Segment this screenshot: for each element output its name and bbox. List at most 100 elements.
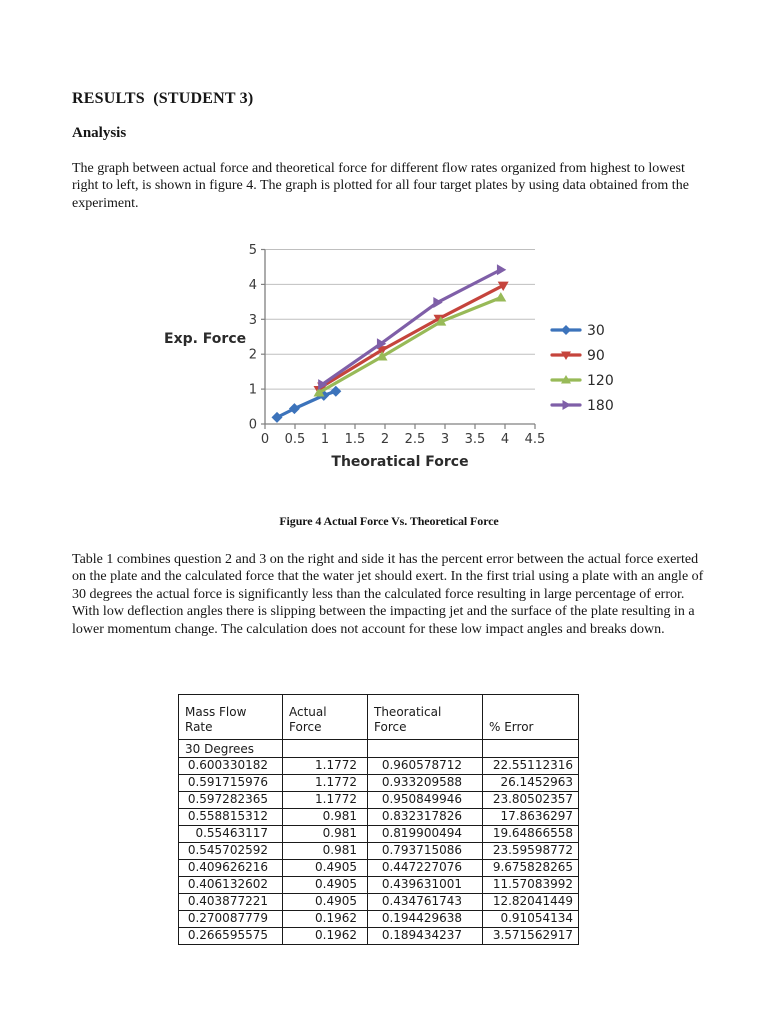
table-cell: 0.4905: [282, 859, 368, 877]
series-120: [313, 292, 507, 397]
table-cell: 0.960578712: [367, 757, 483, 775]
y-tick-label: 5: [249, 243, 257, 258]
table-row: 0.55463117 0.981 0.819900494 19.64866558: [178, 825, 579, 843]
table-cell: 0.406132602: [178, 876, 283, 894]
x-tick-label: 1.5: [345, 432, 366, 447]
empty-cell: [482, 739, 579, 758]
table-row: 0.597282365 1.1772 0.950849946 23.80502357: [178, 791, 579, 809]
table-cell: 0.91054134: [482, 910, 579, 928]
results-table: Mass Flow Rate Actual Force Theoratical Fo…: [178, 694, 579, 945]
group-label-cell: 30 Degrees: [178, 739, 283, 758]
series-180-marker: [376, 338, 387, 350]
x-tick-label: 4.5: [525, 432, 546, 447]
series-180-line: [320, 268, 503, 387]
series-30-marker: [288, 403, 300, 415]
table-cell: 0.1962: [282, 910, 368, 928]
table-cell: 0.189434237: [367, 927, 483, 945]
analysis-heading: Analysis: [72, 125, 127, 141]
y-tick-label: 0: [249, 418, 257, 433]
table-cell: 0.600330182: [178, 757, 283, 775]
legend-marker: [561, 325, 571, 335]
discussion-paragraph: Table 1 combines question 2 and 3 on the…: [72, 552, 704, 637]
table-cell: 0.981: [282, 808, 368, 826]
figure4-chart-svg: 0 1 2 3 4 5 0 0.5 1 1.5 2 2.5 3 3.5 4 4.5 Exp. Force Theo…: [164, 243, 614, 470]
table-cell: 9.675828265: [482, 859, 579, 877]
column-header: Theoratical Force: [367, 694, 483, 740]
table-row: 0.266595575 0.1962 0.189434237 3.571562917: [178, 927, 579, 945]
series-30: [271, 385, 342, 423]
table-cell: 11.57083992: [482, 876, 579, 894]
table-cell: 0.447227076: [367, 859, 483, 877]
legend-item-90: 90: [550, 348, 605, 364]
y-axis-title: Exp. Force: [164, 331, 246, 347]
table-cell: 0.266595575: [178, 927, 283, 945]
table-cell: 0.981: [282, 842, 368, 860]
table-row: 0.406132602 0.4905 0.439631001 11.57083992: [178, 876, 579, 894]
legend-label: 180: [587, 398, 614, 414]
table-cell: 0.981: [282, 825, 368, 843]
legend-marker: [562, 400, 571, 410]
table-cell: 23.59598772: [482, 842, 579, 860]
x-tick-label: 0.5: [285, 432, 306, 447]
x-tick-label: 4: [501, 432, 509, 447]
table-cell: 0.933209588: [367, 774, 483, 792]
y-tick-label: 3: [249, 313, 257, 328]
y-tick-label: 1: [249, 383, 257, 398]
table-cell: 0.4905: [282, 893, 368, 911]
series-30-line: [275, 389, 338, 419]
x-tick-label: 3: [441, 432, 449, 447]
table-cell: 0.950849946: [367, 791, 483, 809]
series-30-marker: [330, 385, 342, 397]
table-cell: 1.1772: [282, 791, 368, 809]
series-30-marker: [271, 411, 283, 423]
empty-cell: [282, 739, 368, 758]
table-row: 0.403877221 0.4905 0.434761743 12.82041449: [178, 893, 579, 911]
table-cell: 0.439631001: [367, 876, 483, 894]
table-cell: 0.1962: [282, 927, 368, 945]
table-cell: 17.8636297: [482, 808, 579, 826]
table-cell: 0.194429638: [367, 910, 483, 928]
series-120-marker: [435, 316, 447, 326]
column-header: % Error: [482, 694, 579, 740]
column-header: Mass Flow Rate: [178, 694, 283, 740]
table-cell: 0.403877221: [178, 893, 283, 911]
legend-marker: [561, 375, 571, 384]
x-tick-label: 2.5: [405, 432, 426, 447]
table-cell: 0.409626216: [178, 859, 283, 877]
table-cell: 22.55112316: [482, 757, 579, 775]
legend-item-180: 180: [550, 398, 614, 414]
x-tick-label: 2: [381, 432, 389, 447]
table-cell: 0.793715086: [367, 842, 483, 860]
series-180-marker: [433, 297, 443, 309]
figure4-caption: Figure 4 Actual Force Vs. Theoretical Fo…: [279, 514, 499, 528]
legend-item-30: 30: [550, 323, 605, 339]
legend-item-120: 120: [550, 373, 614, 389]
empty-cell: [367, 739, 483, 758]
table-cell: 0.597282365: [178, 791, 283, 809]
x-tick-label: 3.5: [465, 432, 486, 447]
legend-label: 30: [587, 323, 605, 339]
table-row: 0.270087779 0.1962 0.194429638 0.91054134: [178, 910, 579, 928]
x-tick-label: 1: [321, 432, 329, 447]
series-120-marker: [495, 292, 507, 302]
table-cell: 0.591715976: [178, 774, 283, 792]
series-180-marker: [496, 264, 507, 276]
table-cell: 0.434761743: [367, 893, 483, 911]
table-cell: 0.270087779: [178, 910, 283, 928]
legend-label: 120: [587, 373, 614, 389]
series-120-marker: [376, 351, 388, 361]
table-row: 0.591715976 1.1772 0.933209588 26.1452963: [178, 774, 579, 792]
table-row: 0.545702592 0.981 0.793715086 23.59598772: [178, 842, 579, 860]
table-cell: 0.819900494: [367, 825, 483, 843]
x-axis-title: Theoratical Force: [331, 454, 468, 470]
table-cell: 3.571562917: [482, 927, 579, 945]
table-row: 0.558815312 0.981 0.832317826 17.8636297: [178, 808, 579, 826]
series-90-marker: [376, 346, 388, 356]
y-tick-label: 2: [249, 348, 257, 363]
table-cell: 0.55463117: [178, 825, 283, 843]
series-120-line: [317, 296, 503, 395]
table-row: 0.600330182 1.1772 0.960578712 22.55112316: [178, 757, 579, 775]
table-cell: 26.1452963: [482, 774, 579, 792]
legend-marker: [561, 351, 571, 360]
